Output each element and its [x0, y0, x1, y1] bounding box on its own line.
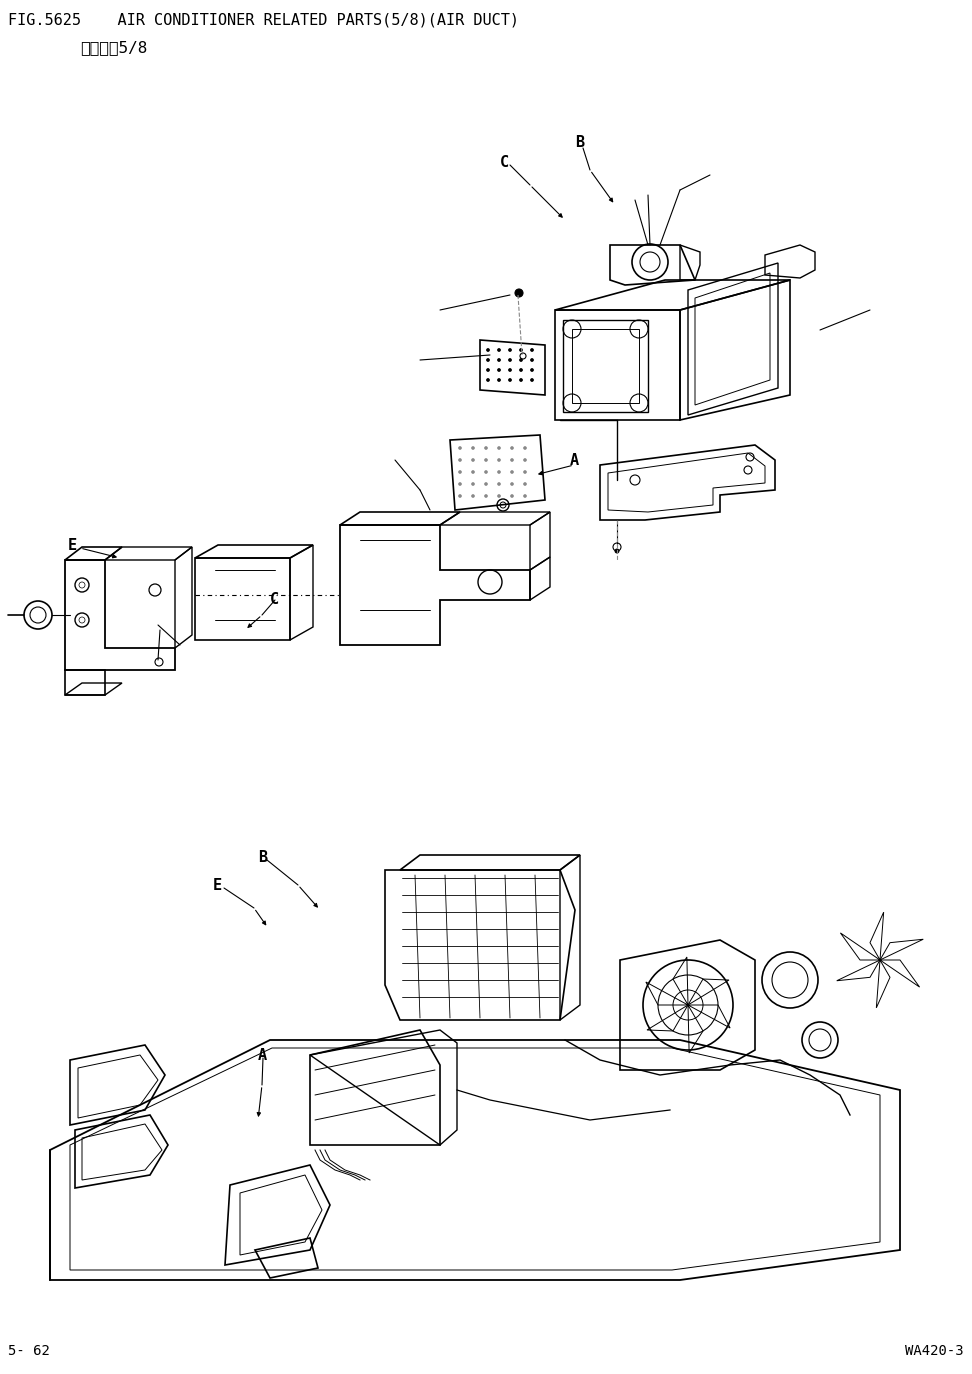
- Text: A: A: [570, 453, 579, 469]
- Circle shape: [508, 359, 511, 361]
- Circle shape: [498, 495, 501, 497]
- Circle shape: [510, 447, 513, 449]
- Circle shape: [484, 447, 488, 449]
- Text: 5- 62: 5- 62: [8, 1344, 50, 1358]
- Circle shape: [510, 459, 513, 462]
- Circle shape: [459, 470, 462, 474]
- Circle shape: [498, 359, 501, 361]
- Text: E: E: [213, 878, 223, 893]
- Text: WA420-3: WA420-3: [905, 1344, 964, 1358]
- Circle shape: [487, 378, 490, 382]
- Circle shape: [487, 359, 490, 361]
- Circle shape: [508, 368, 511, 371]
- Text: C: C: [500, 155, 509, 170]
- Text: A: A: [258, 1048, 267, 1063]
- Circle shape: [484, 470, 488, 474]
- Circle shape: [531, 359, 534, 361]
- Circle shape: [459, 495, 462, 497]
- Text: 空调管路5/8: 空调管路5/8: [80, 40, 148, 55]
- Circle shape: [524, 470, 527, 474]
- Circle shape: [615, 550, 619, 552]
- Circle shape: [524, 447, 527, 449]
- Text: B: B: [258, 851, 267, 866]
- Text: E: E: [68, 539, 77, 552]
- Circle shape: [459, 482, 462, 485]
- Circle shape: [471, 495, 474, 497]
- Circle shape: [484, 482, 488, 485]
- Circle shape: [524, 459, 527, 462]
- Circle shape: [519, 359, 523, 361]
- Text: C: C: [270, 592, 279, 607]
- Circle shape: [487, 368, 490, 371]
- Circle shape: [79, 583, 85, 588]
- Circle shape: [498, 482, 501, 485]
- Circle shape: [498, 378, 501, 382]
- Circle shape: [510, 482, 513, 485]
- Circle shape: [519, 368, 523, 371]
- Circle shape: [524, 482, 527, 485]
- Circle shape: [510, 495, 513, 497]
- Circle shape: [459, 447, 462, 449]
- Circle shape: [498, 459, 501, 462]
- Circle shape: [79, 617, 85, 622]
- Circle shape: [498, 368, 501, 371]
- Circle shape: [471, 482, 474, 485]
- Circle shape: [459, 459, 462, 462]
- Circle shape: [471, 447, 474, 449]
- Circle shape: [519, 378, 523, 382]
- Circle shape: [531, 349, 534, 352]
- Circle shape: [498, 470, 501, 474]
- Circle shape: [471, 470, 474, 474]
- Circle shape: [471, 459, 474, 462]
- Circle shape: [487, 349, 490, 352]
- Text: B: B: [575, 135, 584, 150]
- Circle shape: [510, 470, 513, 474]
- Circle shape: [508, 349, 511, 352]
- Circle shape: [498, 349, 501, 352]
- Circle shape: [519, 349, 523, 352]
- Circle shape: [531, 368, 534, 371]
- Circle shape: [524, 495, 527, 497]
- Circle shape: [484, 459, 488, 462]
- Text: FIG.5625    AIR CONDITIONER RELATED PARTS(5/8)(AIR DUCT): FIG.5625 AIR CONDITIONER RELATED PARTS(5…: [8, 12, 519, 27]
- Circle shape: [484, 495, 488, 497]
- Circle shape: [508, 378, 511, 382]
- Circle shape: [515, 289, 523, 297]
- Circle shape: [531, 378, 534, 382]
- Circle shape: [498, 447, 501, 449]
